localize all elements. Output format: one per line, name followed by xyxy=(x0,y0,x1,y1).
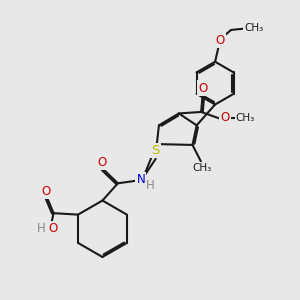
Text: O: O xyxy=(97,156,106,169)
Text: O: O xyxy=(48,222,58,236)
Text: CH₃: CH₃ xyxy=(244,23,264,33)
Text: CH₃: CH₃ xyxy=(193,163,212,173)
Text: O: O xyxy=(42,185,51,198)
Text: O: O xyxy=(199,82,208,95)
Text: H: H xyxy=(146,179,155,192)
Text: N: N xyxy=(136,173,145,186)
Text: O: O xyxy=(215,34,224,47)
Text: S: S xyxy=(151,144,160,157)
Text: H: H xyxy=(38,222,46,236)
Text: O: O xyxy=(220,111,230,124)
Text: CH₃: CH₃ xyxy=(236,113,255,124)
